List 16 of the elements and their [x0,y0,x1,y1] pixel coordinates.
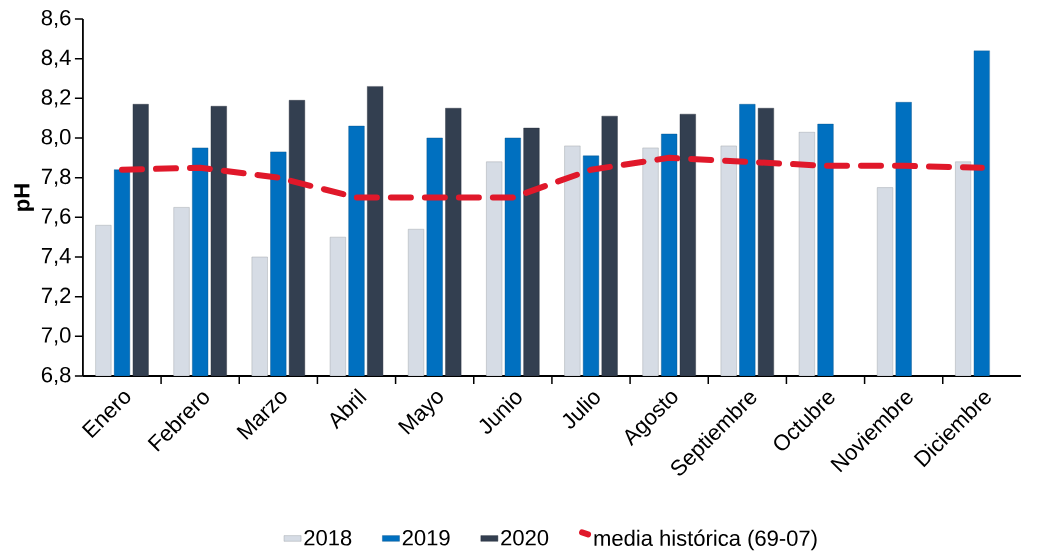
y-tick-label: 7,8 [41,168,71,187]
y-tick-label: 8,4 [41,49,71,68]
y-tick-label: 8,0 [41,128,71,148]
legend-label: media histórica (69-07) [594,529,817,551]
y-tick-label: 7,2 [41,287,71,306]
legend-label: 2020 [501,530,549,546]
legend-label: 2019 [402,530,450,546]
y-tick-label: 7,6 [41,208,71,227]
y-tick-label: 7,0 [41,327,71,346]
y-tick-label: 7,4 [41,248,71,266]
y-tick-label: 6,8 [41,366,71,386]
y-tick-label: 8,6 [41,9,71,29]
y-tick-label: 8,2 [41,89,71,108]
legend-label: 2018 [304,530,352,546]
x-tick-label: Julio [562,392,600,429]
y-axis-title: pH [14,184,34,211]
